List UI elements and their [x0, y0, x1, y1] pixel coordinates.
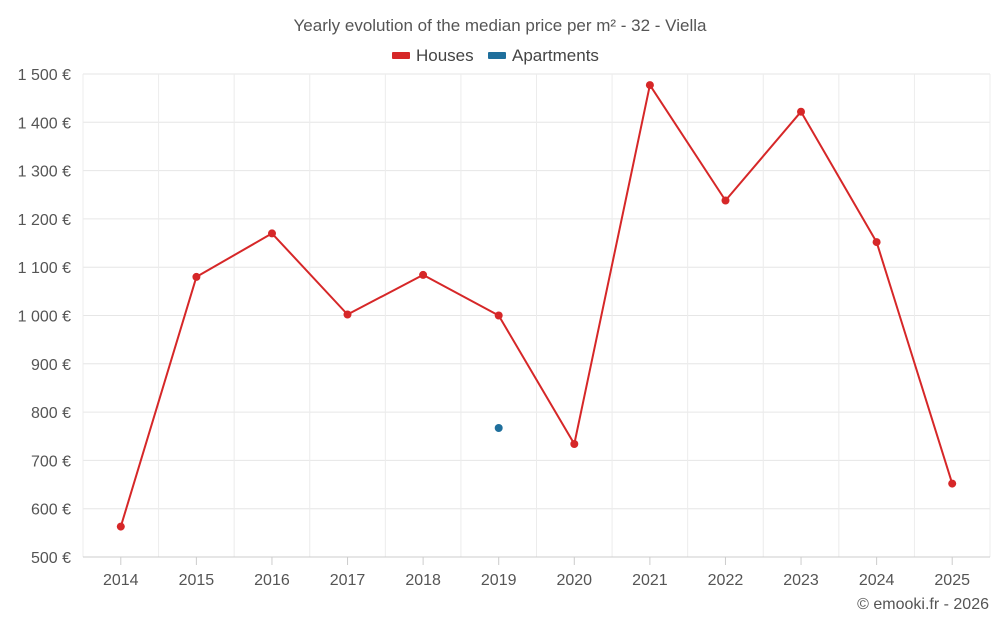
- legend-swatch-houses: [392, 52, 410, 59]
- data-point-houses: [797, 107, 805, 116]
- x-tick-label: 2017: [330, 572, 366, 589]
- x-tick-label: 2018: [405, 572, 441, 589]
- series-houses: [116, 81, 957, 531]
- x-tick-label: 2024: [859, 572, 895, 589]
- y-tick-label: 600 €: [31, 502, 71, 519]
- legend: Houses Apartments: [392, 46, 599, 65]
- data-point-houses: [872, 238, 881, 247]
- chart-title: Yearly evolution of the median price per…: [294, 16, 707, 35]
- series-apartments: [494, 424, 503, 432]
- legend-swatch-apartments: [488, 52, 506, 59]
- data-point-houses: [721, 196, 730, 205]
- x-tick-label: 2021: [632, 572, 668, 589]
- grid: [82, 73, 991, 557]
- credit-text: © emooki.fr - 2026: [857, 596, 989, 613]
- data-point-houses: [268, 229, 276, 238]
- data-point-apartments: [494, 424, 503, 432]
- y-tick-label: 900 €: [31, 357, 71, 374]
- y-tick-label: 1 000 €: [18, 309, 71, 326]
- x-tick-label: 2023: [783, 572, 819, 589]
- data-point-houses: [494, 311, 503, 320]
- data-point-houses: [948, 479, 957, 488]
- y-tick-label: 1 400 €: [18, 115, 71, 132]
- series-line-houses: [119, 84, 954, 527]
- axes: 500 € 600 € 700 € 800 € 900 € 1 000 € 1 100 € 1…: [18, 67, 990, 589]
- data-point-houses: [645, 81, 654, 90]
- data-point-houses: [570, 440, 579, 448]
- y-tick-label: 1 100 €: [18, 260, 71, 277]
- data-point-houses: [343, 310, 352, 319]
- x-tick-label: 2016: [254, 572, 290, 589]
- y-tick-label: 1 500 €: [18, 67, 71, 84]
- x-tick-label: 2014: [103, 572, 139, 589]
- y-tick-label: 1 300 €: [18, 164, 71, 181]
- y-tick-label: 500 €: [31, 550, 71, 567]
- y-tick-label: 1 200 €: [18, 212, 71, 229]
- x-tick-label: 2020: [556, 572, 592, 589]
- y-tick-label: 700 €: [31, 453, 71, 470]
- data-point-houses: [419, 270, 428, 279]
- x-tick-label: 2015: [179, 572, 215, 589]
- legend-item-houses[interactable]: Houses: [392, 46, 474, 65]
- x-tick-label: 2022: [708, 572, 744, 589]
- legend-item-apartments[interactable]: Apartments: [488, 46, 599, 65]
- y-tick-label: 800 €: [31, 405, 71, 422]
- series: [116, 81, 957, 531]
- legend-label-houses: Houses: [416, 46, 474, 65]
- data-point-houses: [116, 522, 125, 531]
- x-tick-label: 2019: [481, 572, 517, 589]
- data-point-houses: [192, 272, 201, 281]
- legend-label-apartments: Apartments: [512, 46, 599, 65]
- x-tick-label: 2025: [934, 572, 970, 589]
